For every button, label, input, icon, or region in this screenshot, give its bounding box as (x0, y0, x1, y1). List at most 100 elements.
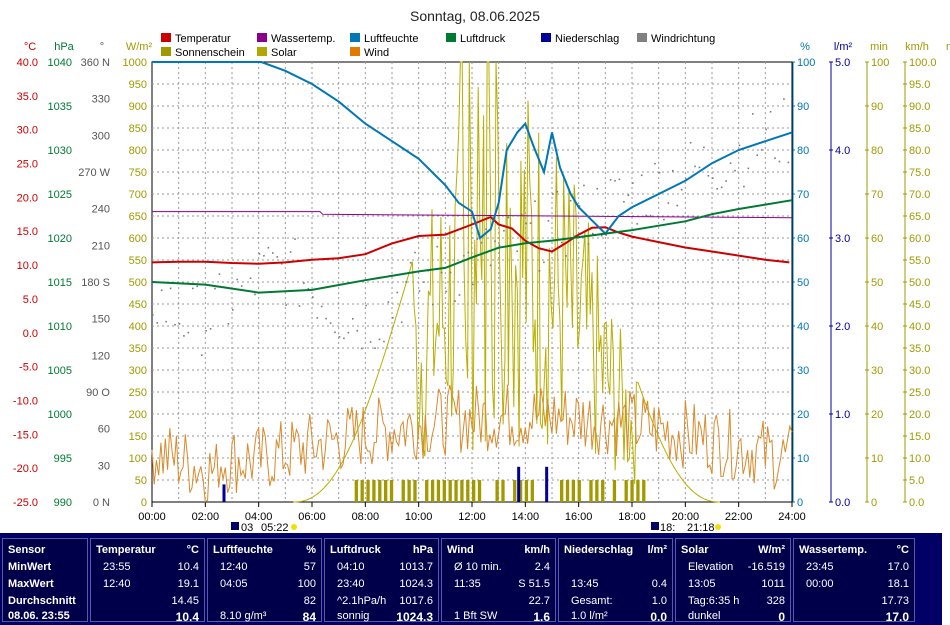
stat-cell-label: 13:45 (571, 578, 599, 590)
wind-direction-dot (476, 238, 479, 240)
press-axis-tick: 1040 (48, 57, 72, 69)
press-axis-tick: 1000 (48, 409, 72, 421)
wind-direction-dot (667, 202, 670, 204)
wind-direction-dot (774, 157, 776, 159)
wind-direction-dot (365, 304, 367, 307)
moon-set-icon (651, 522, 659, 530)
wind-axis-tick: 90.0 (909, 101, 930, 113)
solar-axis-tick: 550 (129, 255, 147, 267)
stat-cell-label: Tag:6:35 h (688, 595, 740, 607)
rain-axis-tick: 1.0 (835, 409, 850, 421)
stat-cell-label: dunkel (688, 610, 721, 622)
plot-area (151, 61, 793, 503)
wind-direction-dot (187, 331, 190, 334)
stat-cell-label: 23:40 (337, 578, 365, 590)
legend-label: Windrichtung (651, 33, 715, 45)
sunshine-block (389, 480, 394, 502)
wind-direction-dot (716, 187, 719, 190)
press-axis-tick: 1030 (48, 145, 72, 157)
rain-axis-tick: 3.0 (835, 233, 850, 245)
sunshine-block (518, 480, 523, 502)
stat-cell-value: 328 (766, 595, 785, 607)
hum-axis-tick: 70 (797, 189, 809, 201)
min-axis-tick: 40 (871, 321, 883, 333)
wind-axis-tick: 0.0 (909, 497, 924, 509)
sun-moon-markers: 03 05:22 18: 21:18 (231, 522, 721, 533)
sunshine-block (601, 480, 605, 502)
sunset-icon (715, 524, 721, 530)
wind-direction-dot (214, 287, 216, 290)
wind-axis-tick: 15.0 (909, 431, 930, 443)
wind-direction-dot (618, 178, 621, 181)
wind-direction-dot (405, 281, 407, 283)
press-axis-tick: 1005 (48, 365, 72, 377)
stat-cell-label: 23:55 (103, 561, 131, 573)
wind-direction-dot (783, 98, 785, 100)
sunshine-block (495, 480, 499, 502)
solar-axis-tick: 850 (129, 123, 147, 135)
sunshine-block (560, 480, 564, 502)
extra-axis-unit: m (946, 41, 950, 53)
wind-direction-dot (378, 338, 381, 341)
stat-block-title: Luftdruck (330, 544, 381, 556)
stat-block-solar: Solar W/m² Elevation -16.519 13:05 1011 Tag:6:… (675, 538, 791, 624)
wind-direction-dot (458, 294, 461, 296)
sunshine-block (642, 480, 646, 502)
stats-panel: Sensor MinWert MaxWert Durchschnitt 08.06. 2… (0, 533, 942, 625)
press-axis-tick: 995 (54, 453, 72, 465)
press-axis-tick: 1035 (48, 101, 72, 113)
x-tick-label: 00:00 (138, 511, 166, 523)
solar-axis-unit: W/m² (126, 41, 153, 53)
stat-cell-label: Elevation (688, 561, 734, 573)
wind-direction-dot (316, 317, 319, 319)
wind-direction-dot (503, 229, 505, 232)
temp-axis-unit: °C (24, 41, 36, 53)
sunshine-block (630, 480, 634, 502)
wind-direction-dot (414, 251, 416, 254)
wind-direction-dot (383, 340, 385, 343)
press-axis-tick: 1015 (48, 277, 72, 289)
temp-axis-tick: 25.0 (17, 159, 38, 171)
axes: °C 40.0 35.0 30.0 25.0 20.0 15.0 10.0 5.0 0.0 -5.0… (13, 41, 950, 533)
temp-axis-tick: -5.0 (19, 362, 38, 374)
temp-axis-tick: 0.0 (23, 328, 38, 340)
wind-direction-dot (169, 287, 172, 290)
stat-cell-value: 18.1 (887, 578, 909, 590)
min-axis-tick: 80 (871, 145, 883, 157)
dir-axis-tick: 240 (92, 204, 110, 216)
sunshine-block (595, 480, 599, 502)
wind-direction-dot (396, 291, 399, 294)
wind-direction-dot (498, 244, 501, 247)
wind-axis-tick: 85.0 (909, 123, 930, 135)
temp-axis-tick: 30.0 (17, 125, 38, 137)
wind-direction-dot (463, 254, 465, 257)
wind-direction-dot (494, 240, 496, 243)
wind-direction-dot (254, 293, 256, 296)
wind-direction-dot (485, 228, 487, 231)
stat-block-unit: °C (186, 544, 199, 556)
wind-direction-dot (174, 323, 176, 326)
wind-direction-dot (578, 205, 581, 207)
wind-direction-dot (725, 180, 727, 182)
solar-axis-tick: 300 (129, 365, 147, 377)
stat-block-pressure: Luftdruck hPa 04:10 1013.7 23:40 1024.3 ^2.1hP… (324, 538, 439, 624)
dir-axis-tick: 180 S (81, 277, 110, 289)
sunshine-block (372, 480, 376, 502)
dir-axis-tick: 270 W (78, 167, 110, 179)
temp-axis-tick: 20.0 (17, 192, 38, 204)
wind-direction-dot (205, 329, 207, 332)
sunshine-block (401, 480, 405, 502)
x-tick-label: 18:00 (618, 511, 646, 523)
stat-cell-value: 17.0 (887, 561, 909, 573)
rain-axis-tick: 2.0 (835, 321, 850, 333)
wind-direction-dot (738, 144, 741, 147)
x-tick-label: 20:00 (672, 511, 700, 523)
wind-axis-tick: 35.0 (909, 343, 930, 355)
stat-cell-label: 12:40 (220, 561, 248, 573)
wind-direction-dot (636, 223, 639, 225)
wind-direction-dot (480, 241, 483, 244)
sunshine-block (577, 480, 581, 502)
legend-label: Niederschlag (555, 33, 619, 45)
stat-cell-value: -16.519 (747, 561, 785, 573)
wind-direction-dot (347, 331, 350, 334)
